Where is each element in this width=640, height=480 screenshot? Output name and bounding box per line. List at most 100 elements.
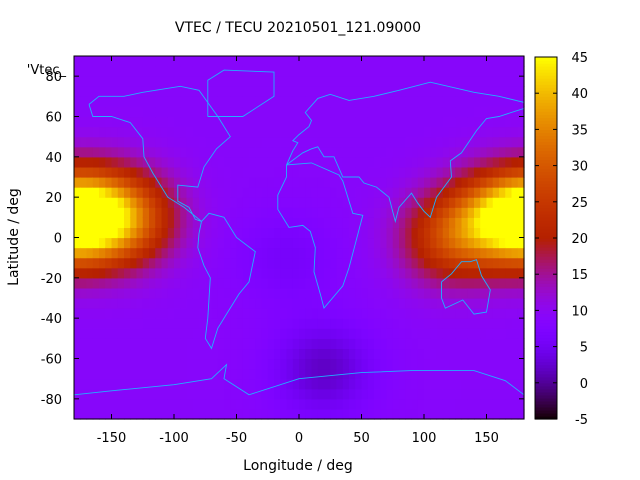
heatmap-cell: [405, 96, 413, 108]
heatmap-cell: [342, 237, 350, 249]
heatmap-cell: [386, 398, 394, 410]
heatmap-cell: [342, 267, 350, 279]
heatmap-cell: [442, 177, 450, 188]
heatmap-cell: [417, 116, 425, 128]
heatmap-cell: [367, 177, 375, 188]
heatmap-cell: [205, 247, 213, 259]
heatmap-cell: [92, 177, 100, 188]
heatmap-cell: [461, 66, 469, 77]
heatmap-cell: [311, 237, 319, 249]
heatmap-cell: [417, 217, 425, 229]
heatmap-cell: [430, 257, 438, 269]
heatmap-cell: [511, 197, 519, 208]
heatmap-cell: [392, 287, 400, 299]
heatmap-cell: [317, 76, 325, 87]
heatmap-cell: [249, 166, 256, 178]
heatmap-cell: [149, 368, 156, 380]
heatmap-cell: [499, 96, 506, 108]
heatmap-cell: [480, 257, 488, 269]
heatmap-cell: [424, 166, 431, 178]
heatmap-cell: [292, 166, 300, 178]
heatmap-cell: [449, 388, 456, 400]
heatmap-cell: [117, 348, 125, 360]
heatmap-cell: [486, 378, 494, 390]
heatmap-cell: [124, 358, 131, 370]
colorbar-segment: [535, 274, 557, 278]
heatmap-cell: [311, 308, 319, 319]
heatmap-cell: [330, 217, 338, 229]
heatmap-cell: [205, 257, 213, 269]
heatmap-cell: [99, 187, 106, 198]
heatmap-cell: [261, 56, 269, 67]
heatmap-cell: [280, 257, 288, 269]
heatmap-cell: [305, 86, 313, 97]
heatmap-cell: [442, 76, 450, 87]
heatmap-cell: [392, 56, 400, 67]
heatmap-cell: [299, 348, 306, 360]
heatmap-cell: [367, 227, 375, 239]
colorbar-segment: [535, 126, 557, 130]
heatmap-cell: [511, 318, 519, 329]
heatmap-cell: [161, 106, 169, 118]
colorbar-segment: [535, 385, 557, 390]
heatmap-cell: [224, 358, 231, 370]
heatmap-cell: [430, 287, 438, 299]
heatmap-cell: [349, 328, 356, 339]
heatmap-cell: [199, 348, 206, 360]
coastline: [286, 81, 525, 224]
heatmap-cell: [130, 398, 138, 410]
heatmap-cell: [467, 388, 475, 400]
heatmap-cell: [474, 237, 481, 249]
heatmap-cell: [374, 136, 381, 148]
heatmap-cell: [449, 227, 456, 239]
heatmap-cell: [180, 96, 188, 108]
heatmap-cell: [436, 126, 444, 138]
heatmap-cell: [105, 96, 113, 108]
heatmap-cell: [411, 146, 419, 158]
heatmap-cell: [480, 207, 488, 218]
heatmap-cell: [224, 146, 231, 158]
heatmap-cell: [299, 217, 306, 229]
heatmap-cell: [236, 338, 244, 350]
heatmap-cell: [286, 328, 294, 339]
heatmap-cell: [167, 267, 175, 279]
heatmap-cell: [380, 227, 388, 239]
heatmap-cell: [274, 177, 281, 188]
heatmap-cell: [92, 86, 100, 97]
heatmap-cell: [92, 166, 100, 178]
heatmap-cell: [367, 318, 375, 329]
heatmap-cell: [217, 328, 225, 339]
heatmap-cell: [80, 187, 88, 198]
heatmap-cell: [449, 166, 456, 178]
heatmap-cell: [99, 86, 106, 97]
heatmap-cell: [317, 217, 325, 229]
heatmap-cell: [367, 237, 375, 249]
heatmap-cell: [330, 318, 338, 329]
heatmap-cell: [224, 398, 231, 410]
heatmap-cell: [349, 257, 356, 269]
heatmap-cell: [374, 197, 381, 208]
heatmap-cell: [461, 368, 469, 380]
heatmap-cell: [86, 378, 94, 390]
heatmap-cell: [361, 66, 369, 77]
heatmap-cell: [236, 177, 244, 188]
colorbar-segment: [535, 168, 557, 173]
heatmap-cell: [142, 257, 150, 269]
heatmap-cell: [361, 298, 369, 309]
heatmap-cell: [492, 136, 500, 148]
heatmap-cell: [142, 237, 150, 249]
heatmap-cell: [486, 348, 494, 360]
heatmap-cell: [205, 106, 213, 118]
heatmap-cell: [161, 328, 169, 339]
heatmap-cell: [117, 207, 125, 218]
heatmap-cell: [399, 227, 406, 239]
heatmap-cell: [86, 348, 94, 360]
heatmap-cell: [367, 247, 375, 259]
heatmap-cell: [261, 247, 269, 259]
heatmap-cell: [349, 217, 356, 229]
heatmap-cell: [399, 166, 406, 178]
heatmap-cell: [480, 136, 488, 148]
heatmap-cell: [292, 217, 300, 229]
heatmap-cell: [324, 308, 331, 319]
heatmap-cell: [461, 247, 469, 259]
